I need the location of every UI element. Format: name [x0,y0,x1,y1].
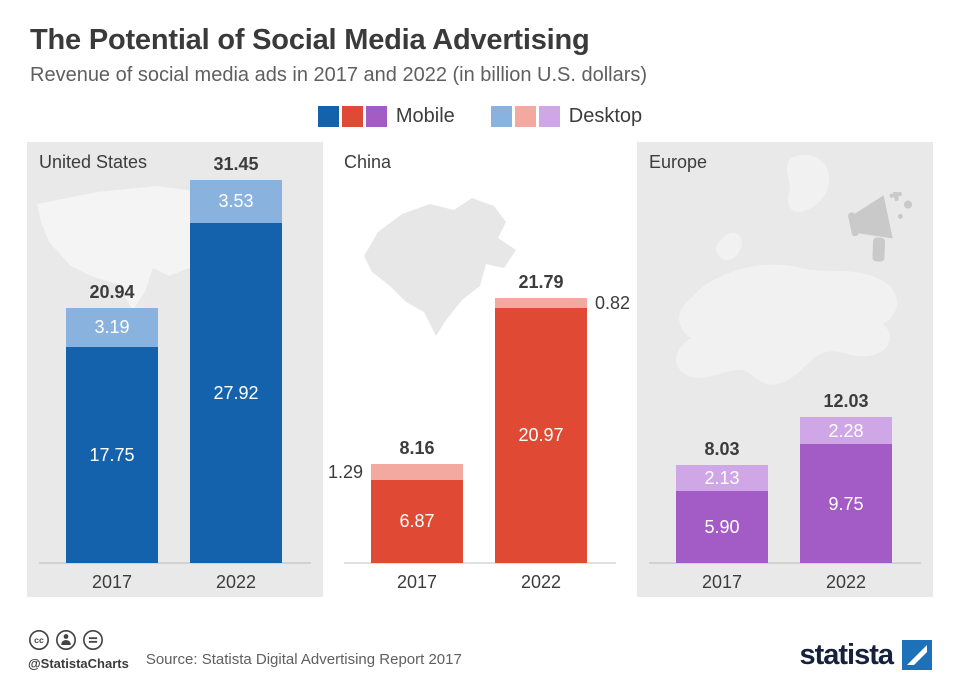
chart-panels: United States 20.94 3.19 17.75 2017 31.45 3.5… [27,142,933,598]
svg-text:cc: cc [34,635,44,645]
panel-united-states: United States 20.94 3.19 17.75 2017 31.45 3.5… [27,142,323,598]
mobile-value-label: 17.75 [89,445,135,466]
desktop-value-label: 0.82 [595,292,631,313]
header: The Potential of Social Media Advertisin… [0,0,960,87]
attribution-icon [56,630,76,650]
x-axis-line [39,562,311,565]
mobile-segment: 27.92 [190,222,282,564]
bar-2022: 31.45 3.53 27.92 2022 [190,153,282,592]
panel-europe: Europe 8.03 2.13 5.90 2017 12.03 2.28 9.75 2022 [637,142,933,598]
mobile-segment: 6.87 [371,479,463,564]
desktop-segment: 3.53 [190,179,282,223]
europe-map-silhouette [676,155,897,385]
statista-charts-handle: @StatistaCharts [28,656,129,671]
region-label-europe: Europe [649,152,708,173]
statista-logo: statista [799,640,932,671]
no-derivatives-icon [83,630,103,650]
license-icons: cc [28,629,129,651]
desktop-value-label: 1.29 [327,461,363,482]
statista-logo-mark [902,640,932,670]
desktop-swatches [490,105,560,127]
region-label-united-states: United States [39,152,148,173]
mobile-segment: 17.75 [66,346,158,564]
mobile-segment: 5.90 [676,491,768,564]
desktop-value-label: 2.28 [828,420,864,441]
bar-plot: 8.16 1.29 6.87 2017 21.79 0.82 20.97 2022 [328,142,630,593]
mobile-color-swatch [341,105,363,127]
total-value-label: 12.03 [823,390,869,411]
mobile-value-label: 20.97 [518,425,564,446]
statista-wordmark: statista [799,638,894,671]
desktop-value-label: 3.53 [218,191,254,212]
desktop-segment: 3.19 [66,307,158,347]
desktop-segment: 2.28 [800,416,892,445]
desktop-color-swatch [538,105,560,127]
source-text: Source: Statista Digital Advertising Rep… [145,651,462,668]
desktop-segment: 0.82 [495,294,630,312]
desktop-segment: 1.29 [328,463,463,481]
panel-china: China 8.16 1.29 6.87 2017 21.79 0.82 20.97 2022 [328,142,630,598]
desktop-segment: 2.13 [676,465,768,492]
license-block: cc @StatistaCharts [28,629,129,671]
mobile-segment: 20.97 [495,307,587,564]
year-axis-label: 2022 [825,572,867,593]
creative-commons-icon: cc [29,630,49,650]
mobile-segment: 9.75 [800,444,892,564]
bar-2017: 8.16 1.29 6.87 2017 [328,437,463,592]
bar-2017: 8.03 2.13 5.90 2017 [676,439,768,592]
x-axis-line [344,562,616,565]
region-label-china: China [344,152,392,173]
year-axis-label: 2022 [215,572,257,593]
bar-plot: 8.03 2.13 5.90 2017 12.03 2.28 9.75 2022 [637,142,933,592]
total-value-label: 20.94 [89,281,135,302]
china-map-silhouette [364,198,516,337]
mobile-value-label: 9.75 [828,493,864,514]
bar-2022: 12.03 2.28 9.75 2022 [800,390,892,592]
year-axis-label: 2017 [396,572,438,593]
megaphone-icon [848,192,913,263]
mobile-value-label: 5.90 [704,517,740,538]
desktop-value-label: 3.19 [94,317,130,338]
mobile-color-swatch [365,105,387,127]
legend: Mobile Desktop [0,104,960,128]
page-title: The Potential of Social Media Advertisin… [30,24,590,56]
desktop-color-swatch [490,105,512,127]
legend-label-mobile: Mobile [395,104,455,127]
mobile-color-swatch [317,105,339,127]
mobile-value-label: 27.92 [213,383,259,404]
bar-2017: 20.94 3.19 17.75 2017 [66,281,158,592]
mobile-value-label: 6.87 [399,511,435,532]
mobile-swatches [317,105,387,127]
desktop-value-label: 2.13 [704,468,740,489]
year-axis-label: 2017 [91,572,133,593]
legend-label-desktop: Desktop [568,104,643,127]
desktop-color-swatch [514,105,536,127]
footer: cc @StatistaCharts Source: Statista Digi… [28,629,932,671]
total-value-label: 8.16 [399,437,435,458]
year-axis-label: 2017 [701,572,743,593]
x-axis-line [649,562,921,565]
year-axis-label: 2022 [520,572,562,593]
bar-2022: 21.79 0.82 20.97 2022 [495,271,630,592]
total-value-label: 21.79 [518,271,564,292]
total-value-label: 31.45 [213,153,259,174]
bar-plot: 20.94 3.19 17.75 2017 31.45 3.53 27.92 2022 [27,142,323,592]
total-value-label: 8.03 [704,439,740,460]
page-subtitle: Revenue of social media ads in 2017 and … [30,64,648,87]
